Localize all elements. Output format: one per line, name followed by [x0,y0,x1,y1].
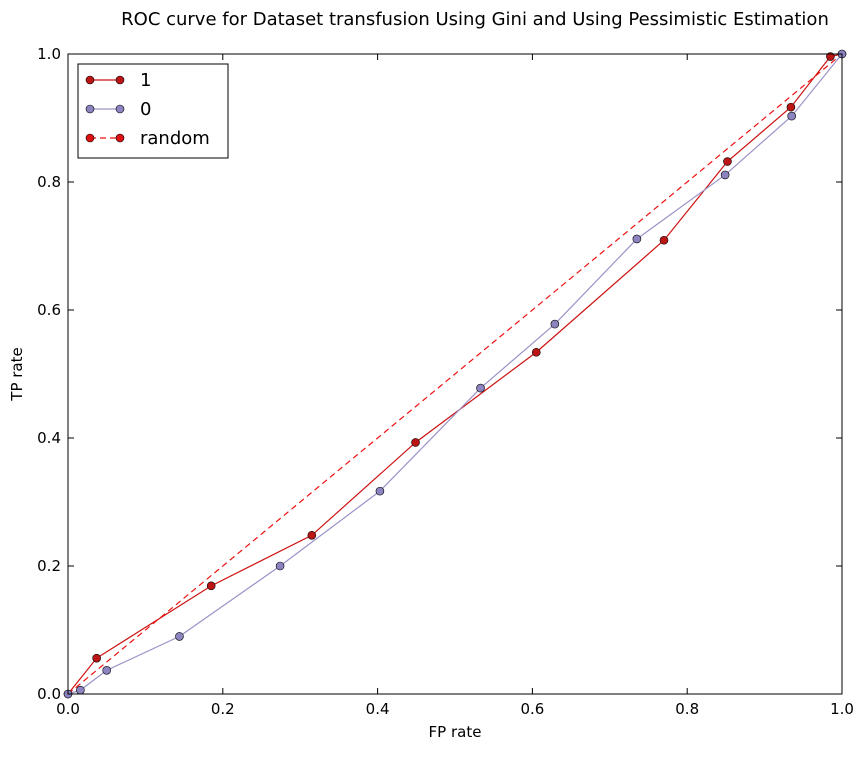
data-point-0 [175,632,184,641]
legend-marker-0 [115,104,125,114]
plot-markers [63,49,847,699]
y-axis-ticks: 0.0 0.2 0.4 0.6 0.8 1.0 [37,45,842,703]
data-point-0 [550,319,560,329]
x-tick-label: 0.8 [675,700,699,718]
y-tick-label: 0.8 [37,173,61,191]
y-tick-label: 0.0 [37,685,61,703]
legend-label-0: 0 [140,99,151,120]
x-tick-label: 1.0 [830,700,854,718]
x-tick-label: 0.6 [520,700,544,718]
data-point-1 [786,102,796,112]
legend-marker-random [115,133,125,143]
data-point-0 [787,111,796,121]
x-tick-label: 0.0 [56,700,80,718]
data-point-1 [307,530,317,540]
data-point-1 [92,653,101,663]
x-tick-label: 0.2 [211,700,235,718]
legend: 1 0 random [77,63,229,159]
legend-label-1: 1 [140,70,151,91]
legend-marker-random [85,133,95,143]
series-line-random [67,53,843,695]
y-tick-label: 1.0 [37,45,61,63]
data-point-0 [275,561,285,571]
data-point-1 [411,438,420,447]
x-axis-ticks: 0.0 0.2 0.4 0.6 0.8 1.0 [56,54,854,718]
data-point-0 [102,666,111,675]
data-point-0 [476,383,485,393]
data-point-0 [375,486,385,496]
series-line-0 [67,53,843,695]
legend-marker-1 [85,75,95,85]
chart-title: ROC curve for Dataset transfusion Using … [121,9,829,30]
y-tick-label: 0.2 [37,557,61,575]
x-tick-label: 0.4 [366,700,390,718]
legend-marker-0 [85,104,95,114]
legend-label-random: random [140,128,210,149]
plot-frame [67,53,843,695]
y-axis-title: TP rate [8,347,26,401]
data-point-0 [720,170,730,180]
data-point-1 [659,235,669,245]
y-tick-label: 0.4 [37,429,61,447]
data-point-0 [76,685,85,695]
data-point-0 [632,234,642,244]
data-point-1 [723,157,732,166]
y-tick-label: 0.6 [37,301,61,319]
data-point-1 [206,581,216,591]
data-point-1 [531,347,541,357]
legend-marker-1 [115,75,125,85]
data-point-1 [826,52,835,61]
x-axis-title: FP rate [429,723,482,741]
